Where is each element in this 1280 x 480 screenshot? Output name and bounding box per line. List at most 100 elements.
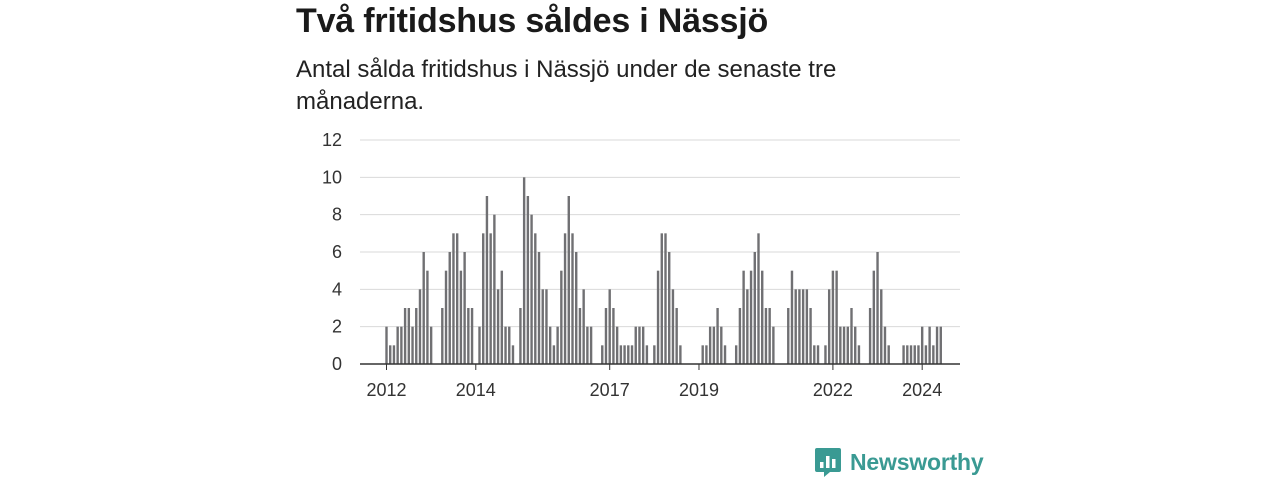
y-tick-label: 6 [332,242,342,262]
bar [720,326,723,364]
bar [716,308,719,364]
y-tick-label: 4 [332,279,342,299]
y-tick-label: 0 [332,354,342,374]
bar [660,233,663,364]
bar [749,270,753,364]
bar [422,252,425,364]
bar [426,270,429,364]
bar [701,345,704,364]
bar [671,289,675,364]
bar [403,308,407,364]
axes [360,363,960,370]
bar [753,252,756,364]
bar [805,289,809,364]
bar [448,252,451,364]
bar [634,326,637,364]
bar [563,233,567,364]
bar [761,270,764,364]
bar [902,345,905,364]
bar [876,252,879,364]
bar [526,196,530,364]
bar [679,345,682,364]
bar [928,326,931,364]
bar [831,270,835,364]
bar [794,289,797,364]
bar [883,326,887,364]
bar [541,289,544,364]
bar [418,289,422,364]
bar [653,345,656,364]
bar [623,345,626,364]
bar [459,270,463,364]
bar [582,289,585,364]
bar [411,326,414,364]
bar [824,345,827,364]
bar [615,326,619,364]
bar [489,233,492,364]
bar [738,308,742,364]
newsworthy-logo-icon [815,448,841,477]
bar [764,308,768,364]
bar [630,345,634,364]
x-tick-label: 2024 [902,380,942,400]
bar [801,289,805,364]
bar [571,233,574,364]
x-tick-label: 2022 [813,380,853,400]
bar [734,345,738,364]
bar [504,326,507,364]
bar [839,326,842,364]
bar [467,308,470,364]
y-tick-label: 12 [322,130,342,150]
bar [906,345,909,364]
bar [522,177,526,364]
y-tick-label: 8 [332,205,342,225]
bar [668,252,671,364]
bar [842,326,846,364]
labels: 0 2 4 6 8 10 12 2012 2014 2017 2019 2022 2024 2 [322,0,968,400]
bar [935,326,939,364]
bar [772,326,775,364]
bar [485,196,489,364]
bar [868,308,872,364]
bar [645,345,649,364]
bar [604,308,608,364]
bar [567,196,570,364]
brand-name: Newsworthy [850,448,984,475]
bar [850,308,853,364]
bar [548,326,552,364]
bar [601,345,604,364]
y-tick-label: 10 [322,167,342,187]
bar [415,308,418,364]
bar [519,308,522,364]
bar [545,289,548,364]
x-tick-label: 2012 [366,380,406,400]
bar [924,345,928,364]
bar [396,326,399,364]
bar [846,326,849,364]
bar [917,345,920,364]
bar [746,289,749,364]
bar [787,308,790,364]
bar [441,308,444,364]
bar [560,270,563,364]
bar [757,233,760,364]
bar [854,326,857,364]
bar [909,345,913,364]
bar [511,345,515,364]
bar [556,326,559,364]
bar [932,345,935,364]
bar [452,233,455,364]
newsworthy-logo: Newsworthy [814,446,984,478]
bar [939,326,942,364]
bar [385,326,388,364]
bar [530,214,533,364]
bar [920,326,924,364]
bar [712,326,716,364]
bar [872,270,876,364]
bar [656,270,660,364]
bar [705,345,708,364]
bar [768,308,771,364]
bar [664,233,667,364]
bar [589,326,593,364]
